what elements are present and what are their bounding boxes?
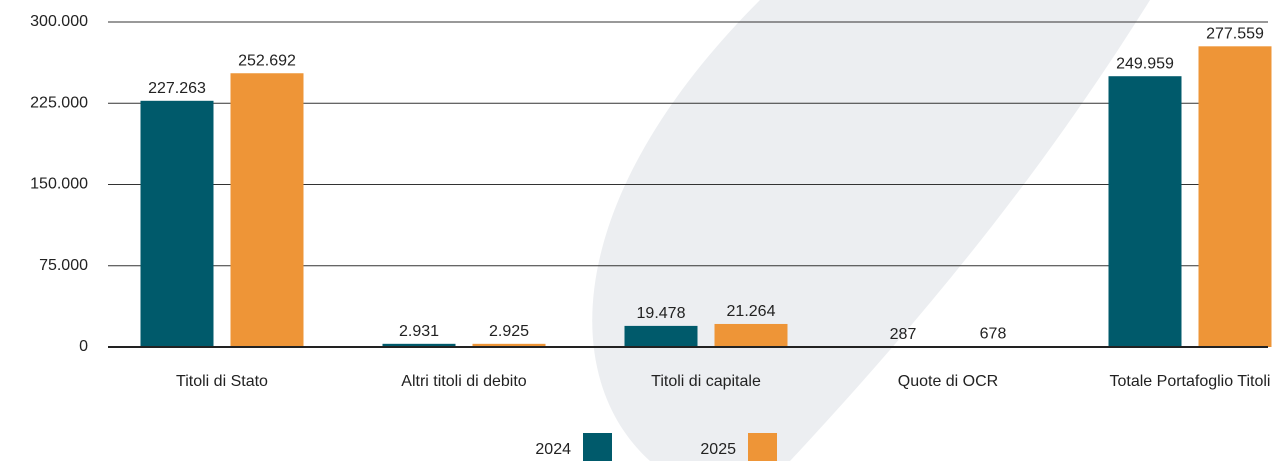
y-tick-label: 0 xyxy=(79,338,88,355)
legend-label: 2024 xyxy=(535,441,571,458)
data-label: 287 xyxy=(890,326,917,343)
bar xyxy=(1109,76,1182,347)
x-tick-label: Titoli di Stato xyxy=(176,373,268,390)
data-label: 277.559 xyxy=(1206,26,1264,43)
bar xyxy=(141,101,214,347)
x-tick-label: Totale Portafoglio Titoli xyxy=(1110,373,1271,390)
data-label: 227.263 xyxy=(148,80,206,97)
bar xyxy=(1199,46,1272,347)
data-label: 21.264 xyxy=(727,303,776,320)
data-label: 19.478 xyxy=(637,305,686,322)
x-tick-label: Altri titoli di debito xyxy=(401,373,526,390)
chart: 0 75.000 150.000 225.000 300.000 Titoli di St… xyxy=(0,0,1281,461)
bar xyxy=(231,73,304,347)
bar xyxy=(625,326,698,347)
y-tick-label: 300.000 xyxy=(30,13,88,30)
data-label: 678 xyxy=(980,325,1007,342)
x-tick-label: Titoli di capitale xyxy=(651,373,761,390)
data-label: 252.692 xyxy=(238,52,296,69)
y-tick-label: 150.000 xyxy=(30,176,88,193)
y-tick-label: 225.000 xyxy=(30,94,88,111)
bar xyxy=(715,324,788,347)
data-label: 249.959 xyxy=(1116,55,1174,72)
data-label: 2.925 xyxy=(489,323,529,340)
background-shape xyxy=(592,0,1150,461)
legend-swatch xyxy=(748,433,777,461)
data-label: 2.931 xyxy=(399,323,439,340)
y-tick-label: 75.000 xyxy=(39,257,88,274)
x-tick-label: Quote di OCR xyxy=(898,373,998,390)
legend-swatch xyxy=(583,433,612,461)
legend-label: 2025 xyxy=(700,441,736,458)
